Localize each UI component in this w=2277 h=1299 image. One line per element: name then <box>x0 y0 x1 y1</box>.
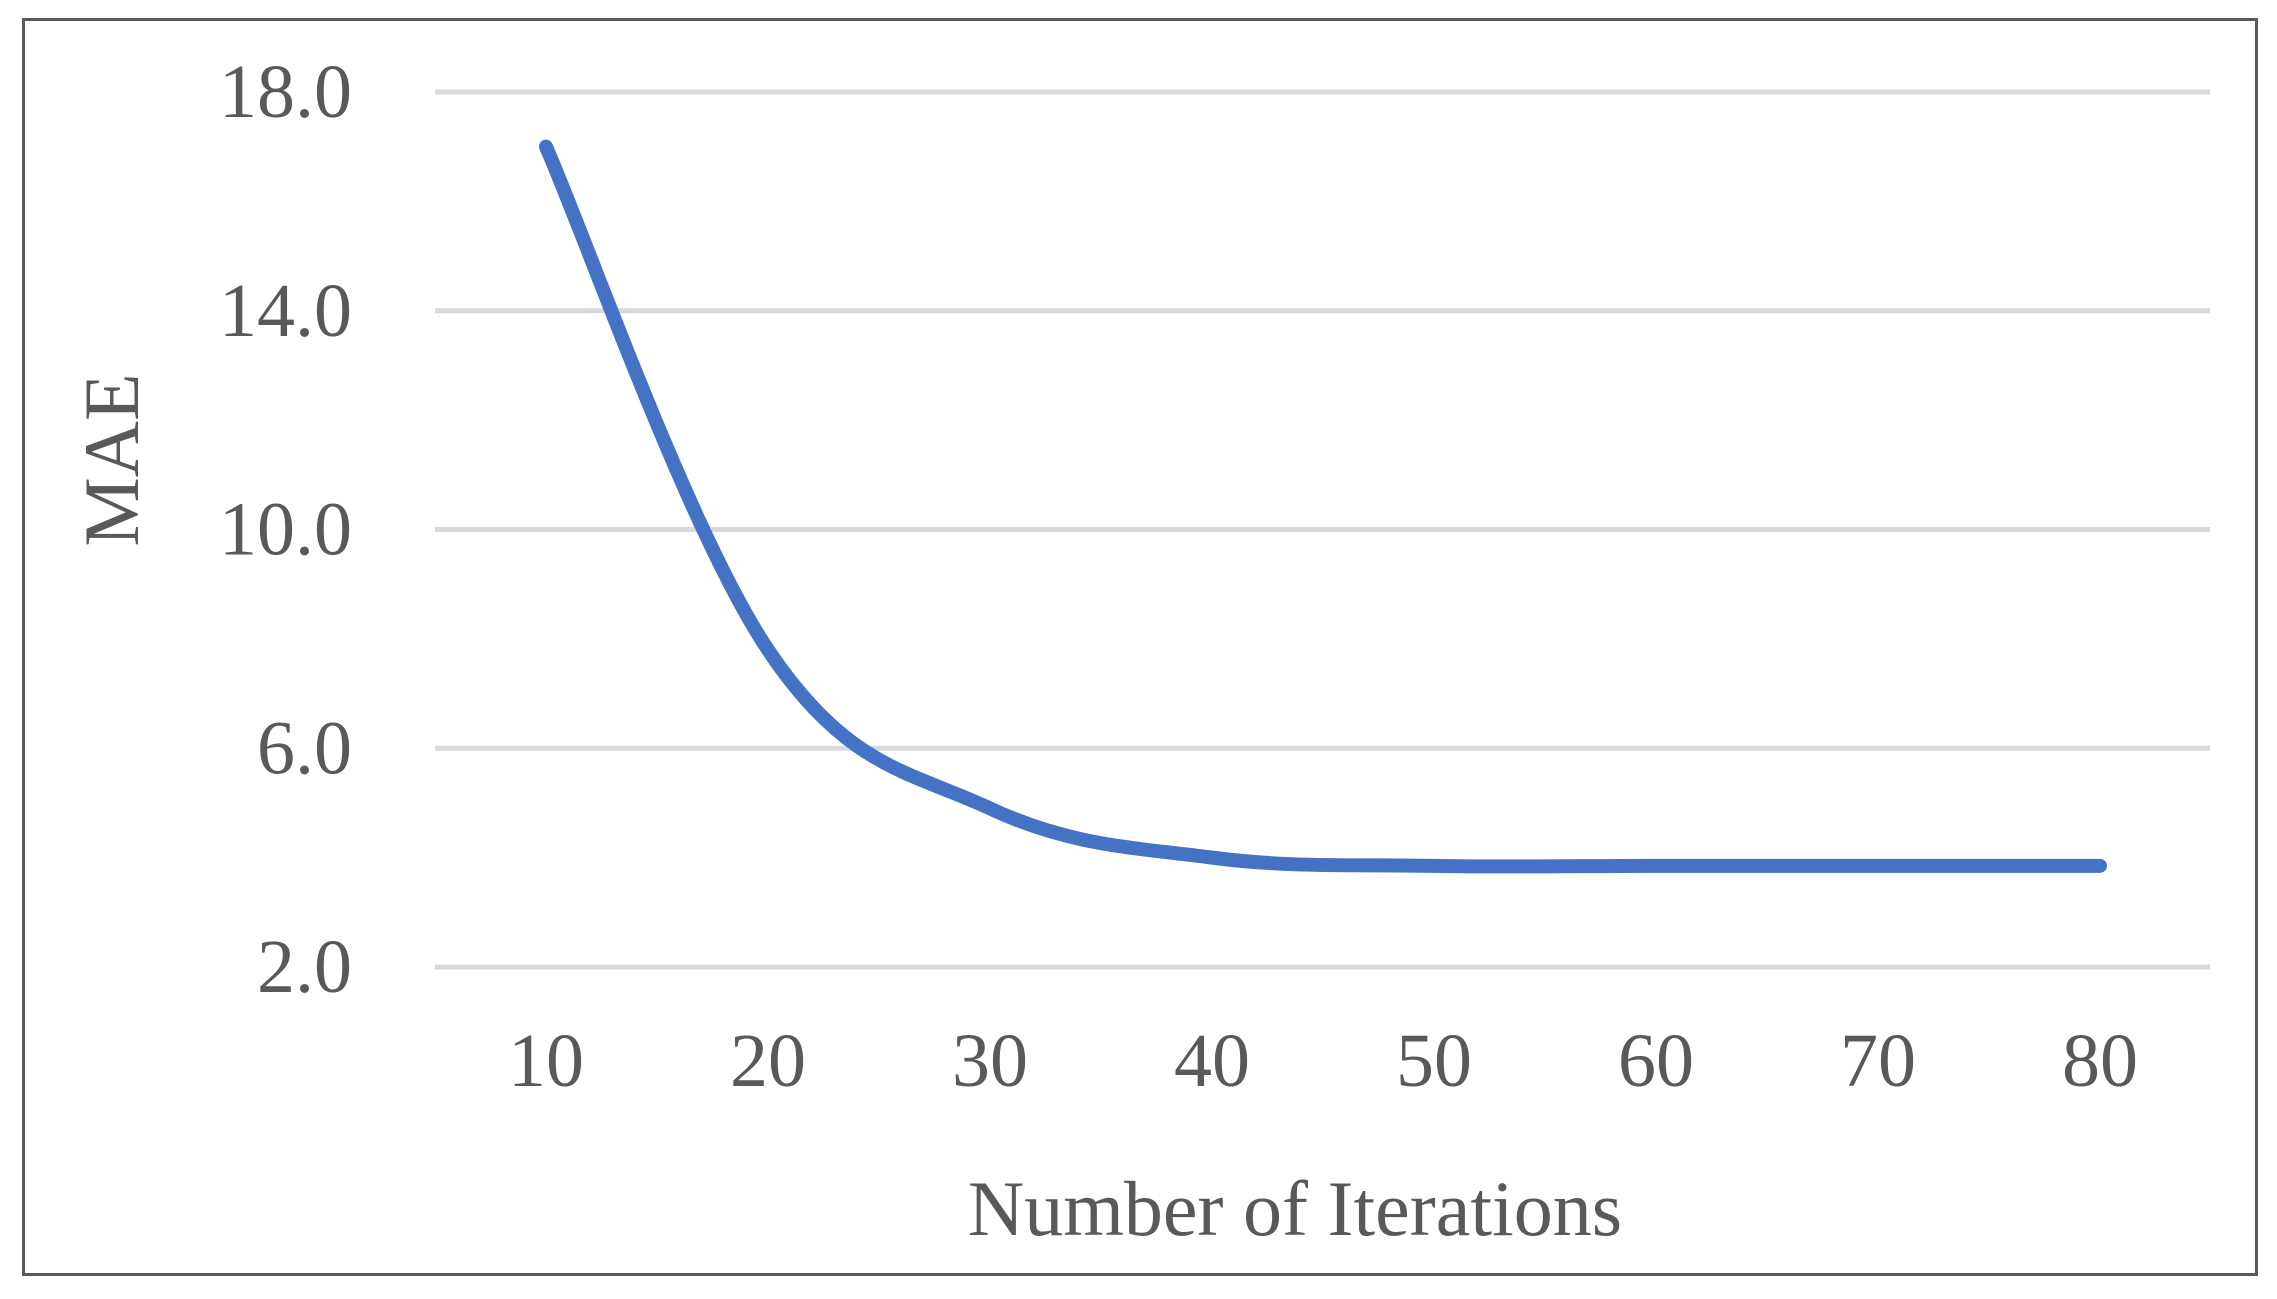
chart-frame <box>22 18 2258 1276</box>
y-tick-label: 10.0 <box>219 488 352 572</box>
x-tick-label: 40 <box>1174 1019 1250 1103</box>
y-tick-label: 14.0 <box>219 269 352 353</box>
x-tick-label: 20 <box>730 1019 806 1103</box>
x-axis-title: Number of Iterations <box>968 1165 1622 1252</box>
y-tick-label: 18.0 <box>219 50 352 134</box>
series-layer <box>539 139 2107 874</box>
x-tick-label: 60 <box>1618 1019 1694 1103</box>
y-axis-tick-labels: 2.0 6.0 10.0 14.0 18.0 <box>219 50 352 1009</box>
mae-series-line <box>539 139 2107 874</box>
y-tick-label: 2.0 <box>257 925 352 1009</box>
x-tick-label: 10 <box>508 1019 584 1103</box>
y-tick-label: 6.0 <box>257 706 352 790</box>
gridlines <box>435 89 2210 970</box>
x-tick-label: 30 <box>952 1019 1028 1103</box>
x-tick-label: 70 <box>1840 1019 1916 1103</box>
y-axis-title: MAE <box>68 373 155 546</box>
x-tick-label: 50 <box>1396 1019 1472 1103</box>
x-tick-label: 80 <box>2062 1019 2138 1103</box>
x-axis-tick-labels: 10 20 30 40 50 60 70 80 <box>508 1019 2138 1103</box>
